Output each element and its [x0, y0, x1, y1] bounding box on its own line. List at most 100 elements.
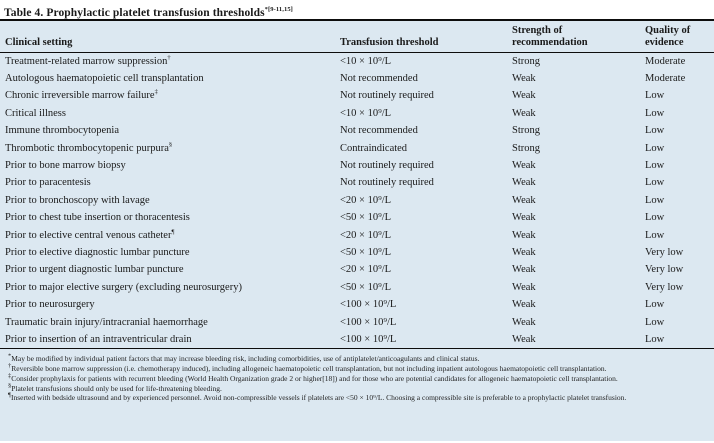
transfusion-threshold-cell: <50 × 10⁹/L — [340, 281, 392, 293]
header-line: Quality of — [645, 24, 691, 36]
table-row: Traumatic brain injury/intracranial haem… — [0, 314, 714, 331]
footnote-marker: ‡ — [154, 88, 158, 96]
table-row: Prior to paracentesis Not routinely requi… — [0, 174, 714, 191]
table-area: Clinical setting Transfusion threshold S… — [0, 19, 714, 441]
footnotes: *May be modified by individual patient f… — [0, 348, 714, 403]
transfusion-threshold-cell: <20 × 10⁹/L — [340, 229, 392, 241]
header-line: Strength of — [512, 24, 563, 36]
clinical-setting-cell: Autologous haematopoietic cell transplan… — [5, 72, 204, 84]
footnote-marker: † — [8, 362, 12, 370]
strength-of-recommendation-cell: Weak — [512, 229, 536, 241]
footnote: ‡Consider prophylaxis for patients with … — [8, 372, 618, 383]
quality-of-evidence-cell: Low — [645, 159, 665, 171]
footnote-marker: * — [8, 352, 12, 360]
table-row: Prior to insertion of an intraventricula… — [0, 331, 714, 348]
strength-of-recommendation-cell: Weak — [512, 334, 536, 345]
quality-of-evidence-cell: Moderate — [645, 55, 686, 67]
clinical-setting-cell: Treatment-related marrow suppression† — [5, 54, 171, 67]
table-row: Autologous haematopoietic cell transplan… — [0, 70, 714, 87]
quality-of-evidence-cell: Low — [645, 107, 665, 119]
clinical-setting-cell: Prior to urgent diagnostic lumbar punctu… — [5, 264, 184, 276]
transfusion-threshold-cell: <10 × 10⁹/L — [340, 107, 392, 119]
quality-of-evidence-cell: Low — [645, 142, 665, 154]
transfusion-threshold-cell: Not recommended — [340, 72, 418, 84]
strength-of-recommendation-cell: Strong — [512, 125, 541, 137]
transfusion-threshold-cell: Contraindicated — [340, 142, 408, 154]
quality-of-evidence-cell: Very low — [645, 264, 684, 276]
transfusion-threshold-cell: <100 × 10⁹/L — [340, 316, 397, 328]
strength-of-recommendation-cell: Weak — [512, 281, 536, 293]
strength-of-recommendation-cell: Weak — [512, 316, 536, 328]
title-band: Table 4. Prophylactic platelet transfusi… — [0, 0, 714, 19]
transfusion-threshold-cell: Not recommended — [340, 125, 418, 137]
quality-of-evidence-cell: Very low — [645, 281, 684, 293]
header-line: evidence — [645, 37, 684, 48]
table-row: Critical illness <10 × 10⁹/L Weak Low — [0, 105, 714, 122]
table-row: Treatment-related marrow suppression† <10… — [0, 52, 714, 70]
table-header: Clinical setting Transfusion threshold S… — [0, 21, 714, 53]
clinical-setting-cell: Chronic irreversible marrow failure‡ — [5, 88, 158, 102]
table-row: Chronic irreversible marrow failure‡ Not … — [0, 87, 714, 104]
footnote-marker: ‡ — [8, 372, 12, 380]
clinical-setting-cell: Prior to neurosurgery — [5, 299, 95, 311]
table-row: Prior to bronchoscopy with lavage <20 × 1… — [0, 192, 714, 209]
table-row: Prior to neurosurgery <100 × 10⁹/L Weak Low — [0, 296, 714, 313]
footnote-marker: § — [168, 141, 173, 149]
title-reference-superscript: *[9-11,15] — [264, 6, 293, 14]
table-title: Table 4. Prophylactic platelet transfusi… — [4, 6, 293, 19]
clinical-setting-cell: Prior to major elective surgery (excludi… — [5, 281, 242, 293]
transfusion-threshold-cell: <50 × 10⁹/L — [340, 246, 392, 258]
strength-of-recommendation-cell: Strong — [512, 55, 541, 67]
table-row: Prior to elective diagnostic lumbar punc… — [0, 244, 714, 261]
strength-of-recommendation-cell: Weak — [512, 90, 536, 102]
strength-of-recommendation-cell: Weak — [512, 194, 536, 206]
clinical-setting-cell: Traumatic brain injury/intracranial haem… — [5, 316, 208, 328]
transfusion-threshold-cell: Not routinely required — [340, 177, 434, 189]
footnote: †Reversible bone marrow suppression (i.e… — [8, 362, 607, 374]
column-header-strength-of-recommendation: Strength of recommendation — [512, 21, 645, 53]
header-line: Clinical setting — [5, 37, 73, 48]
quality-of-evidence-cell: Low — [645, 90, 665, 102]
clinical-setting-cell: Prior to elective central venous cathete… — [5, 228, 175, 241]
strength-of-recommendation-cell: Weak — [512, 246, 536, 258]
strength-of-recommendation-cell: Strong — [512, 142, 541, 154]
transfusion-threshold-cell: <20 × 10⁹/L — [340, 194, 392, 206]
quality-of-evidence-cell: Very low — [645, 246, 684, 258]
transfusion-threshold-cell: <100 × 10⁹/L — [340, 334, 397, 345]
table-row: Prior to chest tube insertion or thorace… — [0, 209, 714, 226]
clinical-setting-cell: Prior to bone marrow biopsy — [5, 159, 126, 171]
column-header-clinical-setting: Clinical setting — [0, 21, 340, 53]
clinical-setting-cell: Critical illness — [5, 107, 66, 119]
footnote: ¶Inserted with bedside ultrasound and by… — [8, 391, 627, 403]
quality-of-evidence-cell: Low — [645, 334, 665, 345]
quality-of-evidence-cell: Low — [645, 229, 665, 241]
strength-of-recommendation-cell: Weak — [512, 264, 536, 276]
strength-of-recommendation-cell: Weak — [512, 299, 536, 311]
footnote: *May be modified by individual patient f… — [8, 352, 480, 364]
transfusion-threshold-cell: <20 × 10⁹/L — [340, 264, 392, 276]
transfusion-threshold-cell: <100 × 10⁹/L — [340, 299, 397, 311]
quality-of-evidence-cell: Low — [645, 212, 665, 224]
quality-of-evidence-cell: Low — [645, 316, 665, 328]
strength-of-recommendation-cell: Weak — [512, 159, 536, 171]
transfusion-thresholds-table: Clinical setting Transfusion threshold S… — [0, 21, 714, 348]
transfusion-threshold-cell: <10 × 10⁹/L — [340, 55, 392, 67]
quality-of-evidence-cell: Low — [645, 299, 665, 311]
footnote: §Platelet transfusions should only be us… — [8, 382, 222, 393]
table-title-text: Table 4. Prophylactic platelet transfusi… — [4, 7, 265, 19]
strength-of-recommendation-cell: Weak — [512, 107, 536, 119]
quality-of-evidence-cell: Low — [645, 177, 665, 189]
footnote-marker: † — [167, 54, 171, 61]
column-header-transfusion-threshold: Transfusion threshold — [340, 21, 512, 53]
clinical-setting-cell: Prior to bronchoscopy with lavage — [5, 194, 150, 206]
table-row: Prior to urgent diagnostic lumbar punctu… — [0, 261, 714, 278]
transfusion-threshold-cell: Not routinely required — [340, 159, 434, 171]
footnote-marker: ¶ — [8, 391, 11, 399]
transfusion-threshold-cell: <50 × 10⁹/L — [340, 212, 392, 224]
clinical-setting-cell: Prior to insertion of an intraventricula… — [5, 334, 192, 345]
header-row: Clinical setting Transfusion threshold S… — [0, 21, 714, 53]
footnote-marker: ¶ — [171, 228, 175, 236]
transfusion-threshold-cell: Not routinely required — [340, 90, 434, 102]
strength-of-recommendation-cell: Weak — [512, 72, 536, 84]
